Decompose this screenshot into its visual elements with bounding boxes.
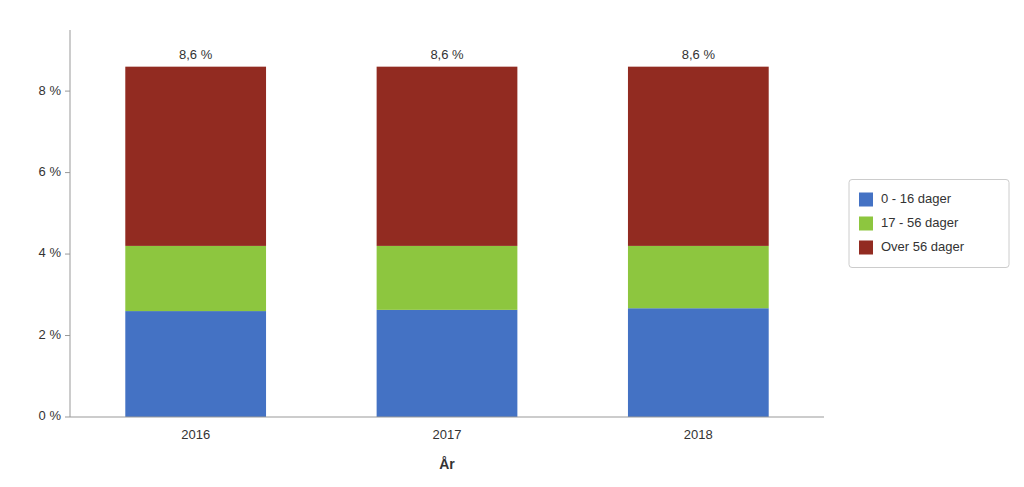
x-tick-label: 2018 [684,427,713,442]
bar-segment: 0 - 16 dager: 2.63 [377,310,518,417]
y-tick-label: 6 % [39,164,62,179]
x-tick-label: 2017 [433,427,462,442]
legend-swatch [859,193,873,207]
legend-label: Over 56 dager [881,239,965,254]
legend-label: 0 - 16 dager [881,191,952,206]
y-tick [65,91,70,92]
y-tick [65,172,70,173]
y-tick [65,335,70,336]
bar-segment: Over 56 dager: 4.4 [377,67,518,246]
bar-segment: Over 56 dager: 4.4 [125,67,266,246]
total-label: 8,6 % [682,47,716,62]
y-tick-label: 2 % [39,327,62,342]
legend-frame [849,180,1009,268]
bar-segment: 0 - 16 dager: 2.6 [125,311,266,417]
total-label: 8,6 % [430,47,464,62]
y-tick-label: 4 % [39,245,62,260]
legend-label: 17 - 56 dager [881,215,959,230]
chart-container: 0 - 16 dager: 2.617 - 56 dager: 1.6Over … [0,0,1024,487]
y-tick-label: 8 % [39,83,62,98]
legend-swatch [859,217,873,231]
legend: 0 - 16 dager 17 - 56 dager Over 56 dager [849,180,1009,268]
total-label: 8,6 % [179,47,213,62]
bar-segment: 17 - 56 dager: 1.6 [125,246,266,311]
bars: 0 - 16 dager: 2.617 - 56 dager: 1.6Over … [125,67,768,417]
bar-segment: 0 - 16 dager: 2.67 [628,308,769,417]
bar-segment: 17 - 56 dager: 1.53 [628,246,769,308]
legend-swatch [859,241,873,255]
bar-segment: Over 56 dager: 4.4 [628,67,769,246]
y-tick-label: 0 % [39,408,62,423]
x-tick-label: 2016 [181,427,210,442]
x-axis-line [70,417,824,418]
y-tick [65,417,70,418]
chart-svg: 0 - 16 dager: 2.617 - 56 dager: 1.6Over … [0,0,1024,487]
y-axis-line [70,30,71,417]
x-axis-label: År [439,456,455,472]
bar-segment: 17 - 56 dager: 1.57 [377,246,518,310]
y-tick [65,254,70,255]
